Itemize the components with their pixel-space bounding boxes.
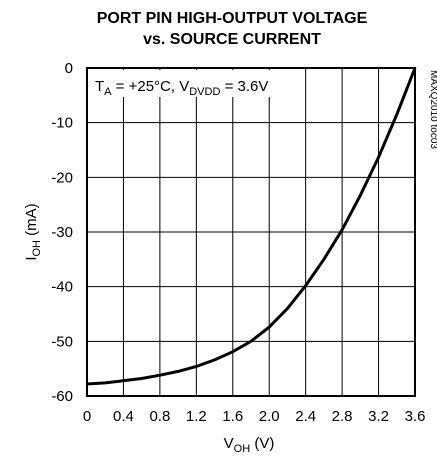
y-tick-label: -10 — [51, 115, 73, 132]
series-line — [86, 67, 417, 386]
y-tick-labels: 0 -10 -20 -30 -40 -50 -60 — [51, 60, 73, 405]
conditions-annotation: TA = +25°C, VDVDD = 3.6V — [95, 78, 268, 98]
x-tick-labels: 0 0.4 0.8 1.2 1.6 2.0 2.4 2.8 3.2 3.6 — [83, 408, 426, 425]
x-tick-label: 3.6 — [405, 408, 426, 425]
x-tick-label: 0.4 — [113, 408, 134, 425]
chart-title: PORT PIN HIGH-OUTPUT VOLTAGE — [97, 10, 368, 27]
chart-subtitle: vs. SOURCE CURRENT — [143, 31, 321, 48]
x-tick-label: 2.0 — [259, 408, 280, 425]
y-axis-label: IOH (mA) — [23, 203, 43, 260]
plot-frame — [86, 67, 416, 397]
x-tick-label: 1.6 — [222, 408, 243, 425]
y-tick-label: -60 — [51, 388, 73, 405]
annotation-background — [89, 70, 271, 97]
x-tick-label: 1.2 — [186, 408, 207, 425]
x-tick-label: 0.8 — [149, 408, 170, 425]
y-tick-label: 0 — [65, 60, 73, 77]
x-tick-label: 0 — [83, 408, 91, 425]
x-tick-label: 3.2 — [368, 408, 389, 425]
x-axis-label: VOH (V) — [224, 435, 275, 455]
part-number: MAXQ2010 toc03 — [428, 70, 437, 149]
y-tick-label: -20 — [51, 169, 73, 186]
y-tick-label: -40 — [51, 279, 73, 296]
x-tick-label: 2.4 — [295, 408, 316, 425]
y-tick-label: -30 — [51, 224, 73, 241]
y-tick-label: -50 — [51, 333, 73, 350]
x-tick-label: 2.8 — [332, 408, 353, 425]
grid — [87, 68, 415, 396]
